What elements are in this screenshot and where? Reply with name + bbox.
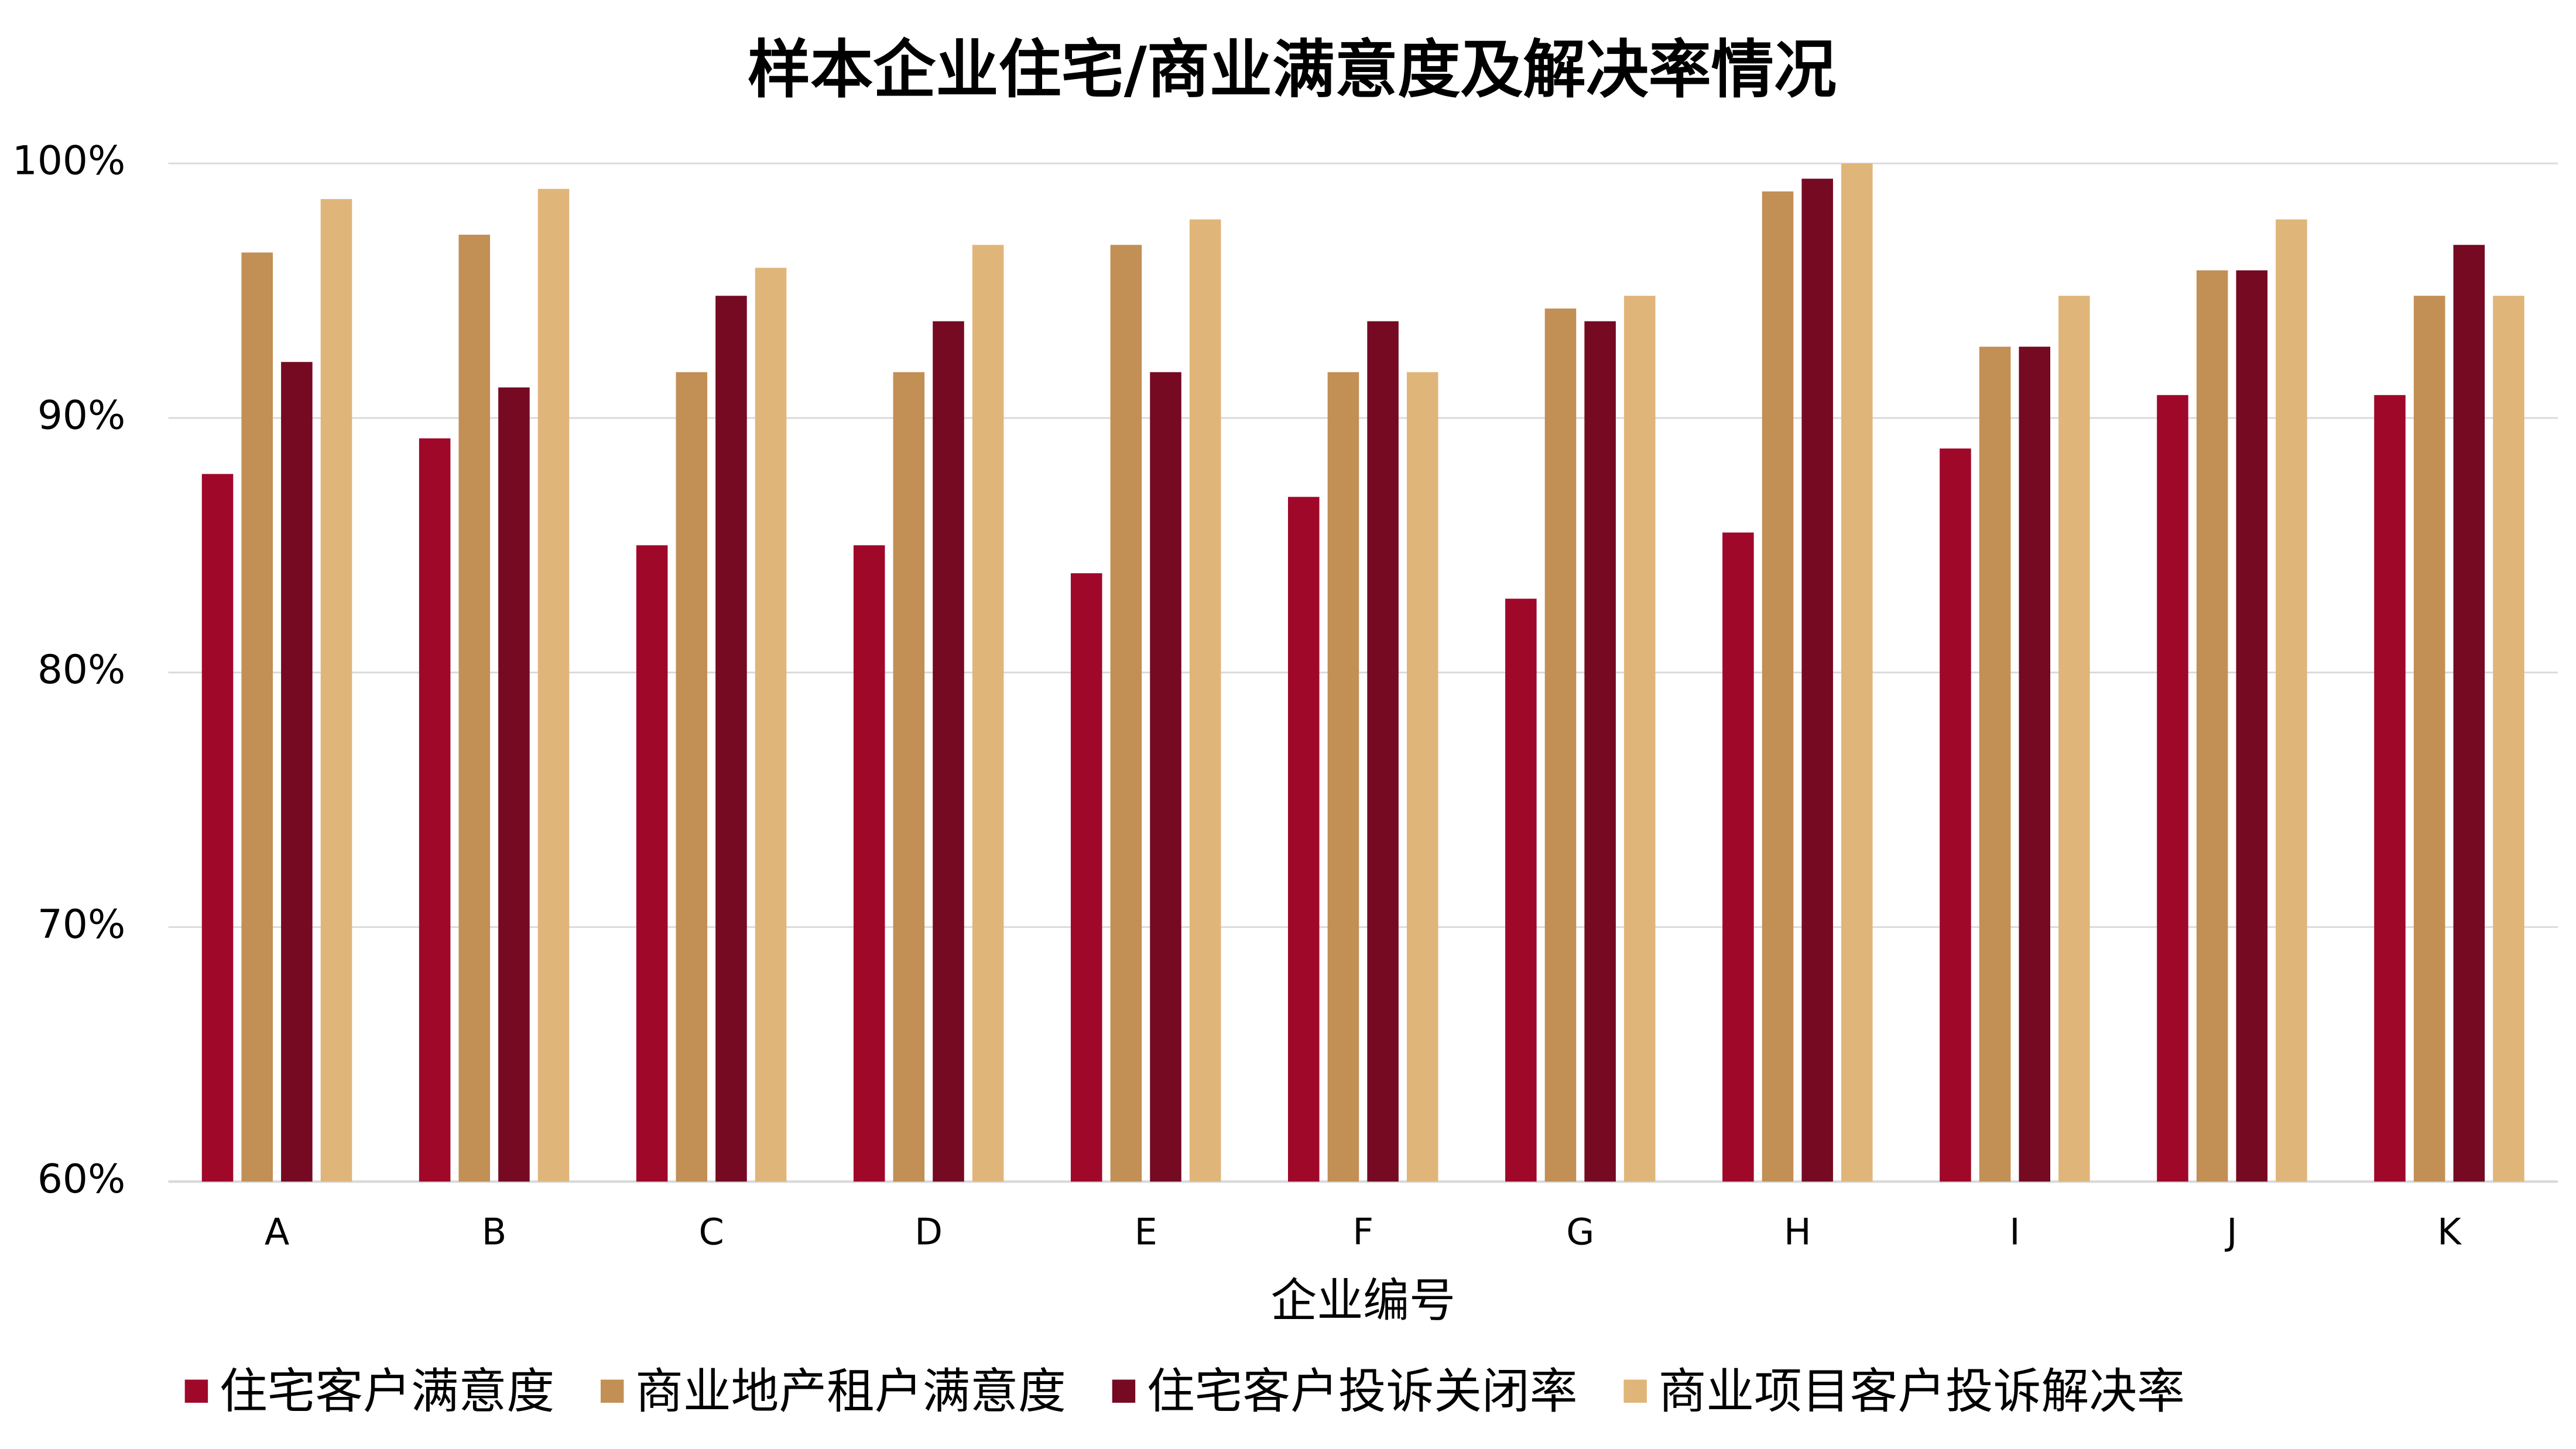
x-tick-label: D [914,1211,943,1253]
bar [1979,347,2011,1182]
bar [1367,321,1399,1182]
bar [458,234,491,1182]
y-tick-label: 90% [37,392,125,438]
bar [1940,448,1971,1182]
bar [2413,296,2445,1182]
bar [1505,598,1537,1182]
bar [2157,395,2188,1182]
bar [1150,372,1181,1182]
bar [1288,496,1320,1182]
bar [1110,245,1142,1182]
bar [2196,270,2228,1182]
bar [933,321,964,1182]
x-tick-label: C [698,1211,724,1253]
bar [715,296,747,1182]
bar [1327,372,1359,1182]
x-tick-label: K [2437,1211,2462,1253]
bar [972,245,1004,1182]
legend-marker [1112,1379,1136,1403]
legend-label: 商业项目客户投诉解决率 [1659,1364,2185,1419]
bar [1762,191,1794,1182]
bar [893,372,925,1182]
x-tick-label: H [1784,1211,1811,1253]
bar [2058,296,2090,1182]
y-tick-label: 80% [37,646,125,693]
bar [320,199,352,1182]
bar [2493,296,2524,1182]
bar [2019,347,2050,1182]
x-tick-label: J [2224,1211,2237,1253]
legend-marker [600,1379,624,1403]
legend-label: 商业地产租户满意度 [635,1364,1066,1419]
bar [676,372,708,1182]
bar [201,474,234,1182]
y-tick-label: 70% [37,901,125,947]
chart-title: 样本企业住宅/商业满意度及解决率情况 [748,34,1837,107]
bar [1189,219,1221,1182]
bar [853,545,885,1182]
bar [755,268,787,1182]
bar [636,545,668,1182]
x-tick-label: A [265,1211,289,1253]
bar [537,189,570,1182]
bar [2374,395,2406,1182]
bar [1623,296,1656,1182]
x-tick-label: E [1135,1211,1157,1253]
legend-marker [184,1379,208,1403]
bar [1841,163,1873,1182]
bar [2236,270,2268,1182]
y-tick-label: 100% [12,138,125,184]
bar [1584,321,1616,1182]
bar [1406,372,1438,1182]
x-tick-label: B [482,1211,507,1253]
x-axis-label: 企业编号 [1270,1273,1455,1327]
bar [1070,573,1102,1182]
bar [281,362,313,1182]
bar [498,387,530,1182]
x-tick-label: G [1566,1211,1594,1253]
x-tick-label: F [1352,1211,1373,1253]
x-tick-label: I [2009,1211,2020,1253]
bar [2276,219,2307,1182]
bar [419,438,451,1182]
bar [241,252,273,1182]
y-tick-label: 60% [37,1156,125,1202]
legend-label: 住宅客户满意度 [220,1364,554,1419]
legend-label: 住宅客户投诉关闭率 [1147,1364,1578,1419]
bar [1722,532,1754,1182]
legend-marker [1623,1379,1647,1403]
bar [2453,245,2485,1182]
bar [1544,308,1577,1182]
bar [1801,179,1833,1182]
